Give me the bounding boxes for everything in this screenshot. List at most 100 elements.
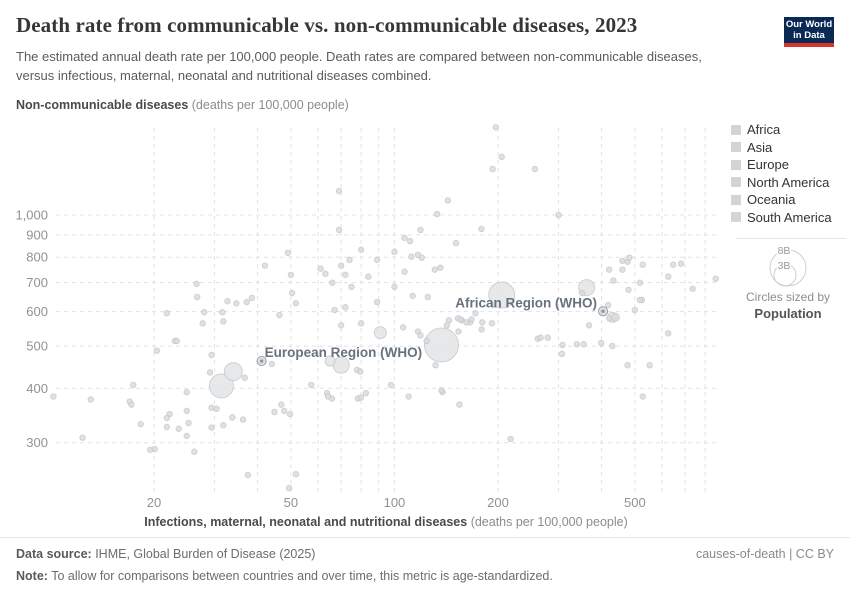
- data-point[interactable]: [423, 337, 430, 345]
- data-point[interactable]: [373, 326, 387, 340]
- data-point[interactable]: [609, 342, 616, 350]
- data-point[interactable]: [489, 165, 496, 173]
- annotation-label[interactable]: African Region (WHO): [455, 295, 597, 310]
- data-point[interactable]: [444, 197, 452, 204]
- data-point[interactable]: [580, 341, 587, 348]
- data-point[interactable]: [387, 381, 395, 389]
- data-point[interactable]: [153, 347, 161, 354]
- data-point[interactable]: [712, 275, 719, 282]
- data-point[interactable]: [537, 334, 544, 341]
- data-point[interactable]: [286, 410, 294, 418]
- data-point[interactable]: [437, 264, 444, 271]
- data-point[interactable]: [342, 304, 349, 311]
- data-point[interactable]: [455, 328, 462, 335]
- data-point[interactable]: [220, 422, 227, 429]
- data-point[interactable]: [636, 279, 644, 286]
- legend-item-south-america[interactable]: South America: [731, 209, 832, 227]
- data-point[interactable]: [271, 408, 278, 416]
- data-point[interactable]: [208, 351, 215, 359]
- data-point[interactable]: [183, 388, 190, 396]
- data-point[interactable]: [337, 322, 345, 329]
- data-point[interactable]: [605, 266, 613, 273]
- data-point[interactable]: [233, 300, 240, 307]
- data-point[interactable]: [665, 273, 672, 280]
- annotation-label[interactable]: European Region (WHO): [265, 345, 423, 360]
- legend-item-north-america[interactable]: North America: [731, 174, 832, 192]
- data-point[interactable]: [559, 341, 566, 349]
- data-point[interactable]: [424, 293, 431, 301]
- data-point[interactable]: [408, 253, 415, 260]
- data-point[interactable]: [193, 280, 200, 288]
- data-point[interactable]: [625, 286, 632, 294]
- data-point[interactable]: [456, 401, 463, 408]
- legend-item-oceania[interactable]: Oceania: [731, 191, 832, 209]
- data-point[interactable]: [406, 237, 414, 245]
- data-point[interactable]: [244, 471, 252, 479]
- data-point[interactable]: [229, 414, 236, 421]
- data-point[interactable]: [646, 361, 653, 369]
- data-point[interactable]: [280, 407, 288, 415]
- data-point[interactable]: [626, 254, 633, 261]
- data-point[interactable]: [284, 249, 292, 256]
- data-point[interactable]: [478, 326, 485, 333]
- data-point[interactable]: [356, 368, 364, 375]
- data-point[interactable]: [208, 404, 215, 411]
- data-point[interactable]: [87, 396, 94, 403]
- data-point[interactable]: [507, 435, 514, 443]
- data-point[interactable]: [605, 315, 613, 322]
- data-point[interactable]: [362, 389, 370, 397]
- data-point[interactable]: [619, 266, 626, 273]
- data-point[interactable]: [431, 266, 438, 273]
- data-point[interactable]: [365, 273, 372, 280]
- data-point[interactable]: [433, 210, 441, 218]
- legend-item-europe[interactable]: Europe: [731, 156, 832, 174]
- data-point[interactable]: [346, 256, 353, 264]
- data-point[interactable]: [292, 300, 300, 307]
- data-point[interactable]: [573, 341, 581, 348]
- license-link[interactable]: causes-of-death | CC BY: [695, 547, 834, 561]
- data-point[interactable]: [337, 262, 345, 269]
- data-point[interactable]: [585, 322, 593, 329]
- data-point[interactable]: [492, 124, 499, 131]
- data-point[interactable]: [417, 226, 424, 234]
- data-point[interactable]: [357, 320, 365, 327]
- data-point[interactable]: [558, 350, 566, 358]
- data-point[interactable]: [128, 401, 135, 408]
- data-point[interactable]: [308, 381, 315, 389]
- data-point[interactable]: [208, 424, 215, 431]
- data-point[interactable]: [443, 322, 451, 329]
- data-point[interactable]: [129, 381, 137, 389]
- data-point[interactable]: [472, 309, 479, 317]
- data-point[interactable]: [417, 332, 424, 339]
- data-point[interactable]: [163, 309, 171, 317]
- data-point[interactable]: [183, 432, 190, 440]
- data-point[interactable]: [631, 306, 639, 314]
- data-point[interactable]: [677, 260, 685, 267]
- data-point[interactable]: [276, 311, 283, 319]
- data-point[interactable]: [324, 393, 332, 400]
- data-point[interactable]: [292, 470, 300, 478]
- data-point[interactable]: [288, 289, 296, 297]
- data-point[interactable]: [183, 407, 190, 415]
- data-point[interactable]: [689, 285, 696, 292]
- data-point[interactable]: [391, 283, 398, 291]
- data-point[interactable]: [329, 279, 336, 286]
- data-point[interactable]: [597, 339, 605, 347]
- data-point[interactable]: [224, 297, 231, 305]
- data-point[interactable]: [163, 414, 171, 422]
- data-point[interactable]: [414, 251, 422, 259]
- data-point[interactable]: [401, 234, 408, 242]
- data-point[interactable]: [463, 319, 470, 326]
- data-point[interactable]: [432, 361, 439, 369]
- data-point[interactable]: [423, 327, 459, 363]
- data-point[interactable]: [452, 239, 460, 247]
- data-point[interactable]: [261, 262, 269, 269]
- data-point[interactable]: [173, 337, 181, 345]
- data-point[interactable]: [199, 320, 206, 327]
- data-point[interactable]: [317, 265, 324, 272]
- data-point[interactable]: [268, 360, 275, 368]
- data-point[interactable]: [241, 374, 248, 381]
- data-point[interactable]: [498, 153, 505, 161]
- data-point[interactable]: [478, 225, 485, 233]
- data-point[interactable]: [50, 393, 57, 400]
